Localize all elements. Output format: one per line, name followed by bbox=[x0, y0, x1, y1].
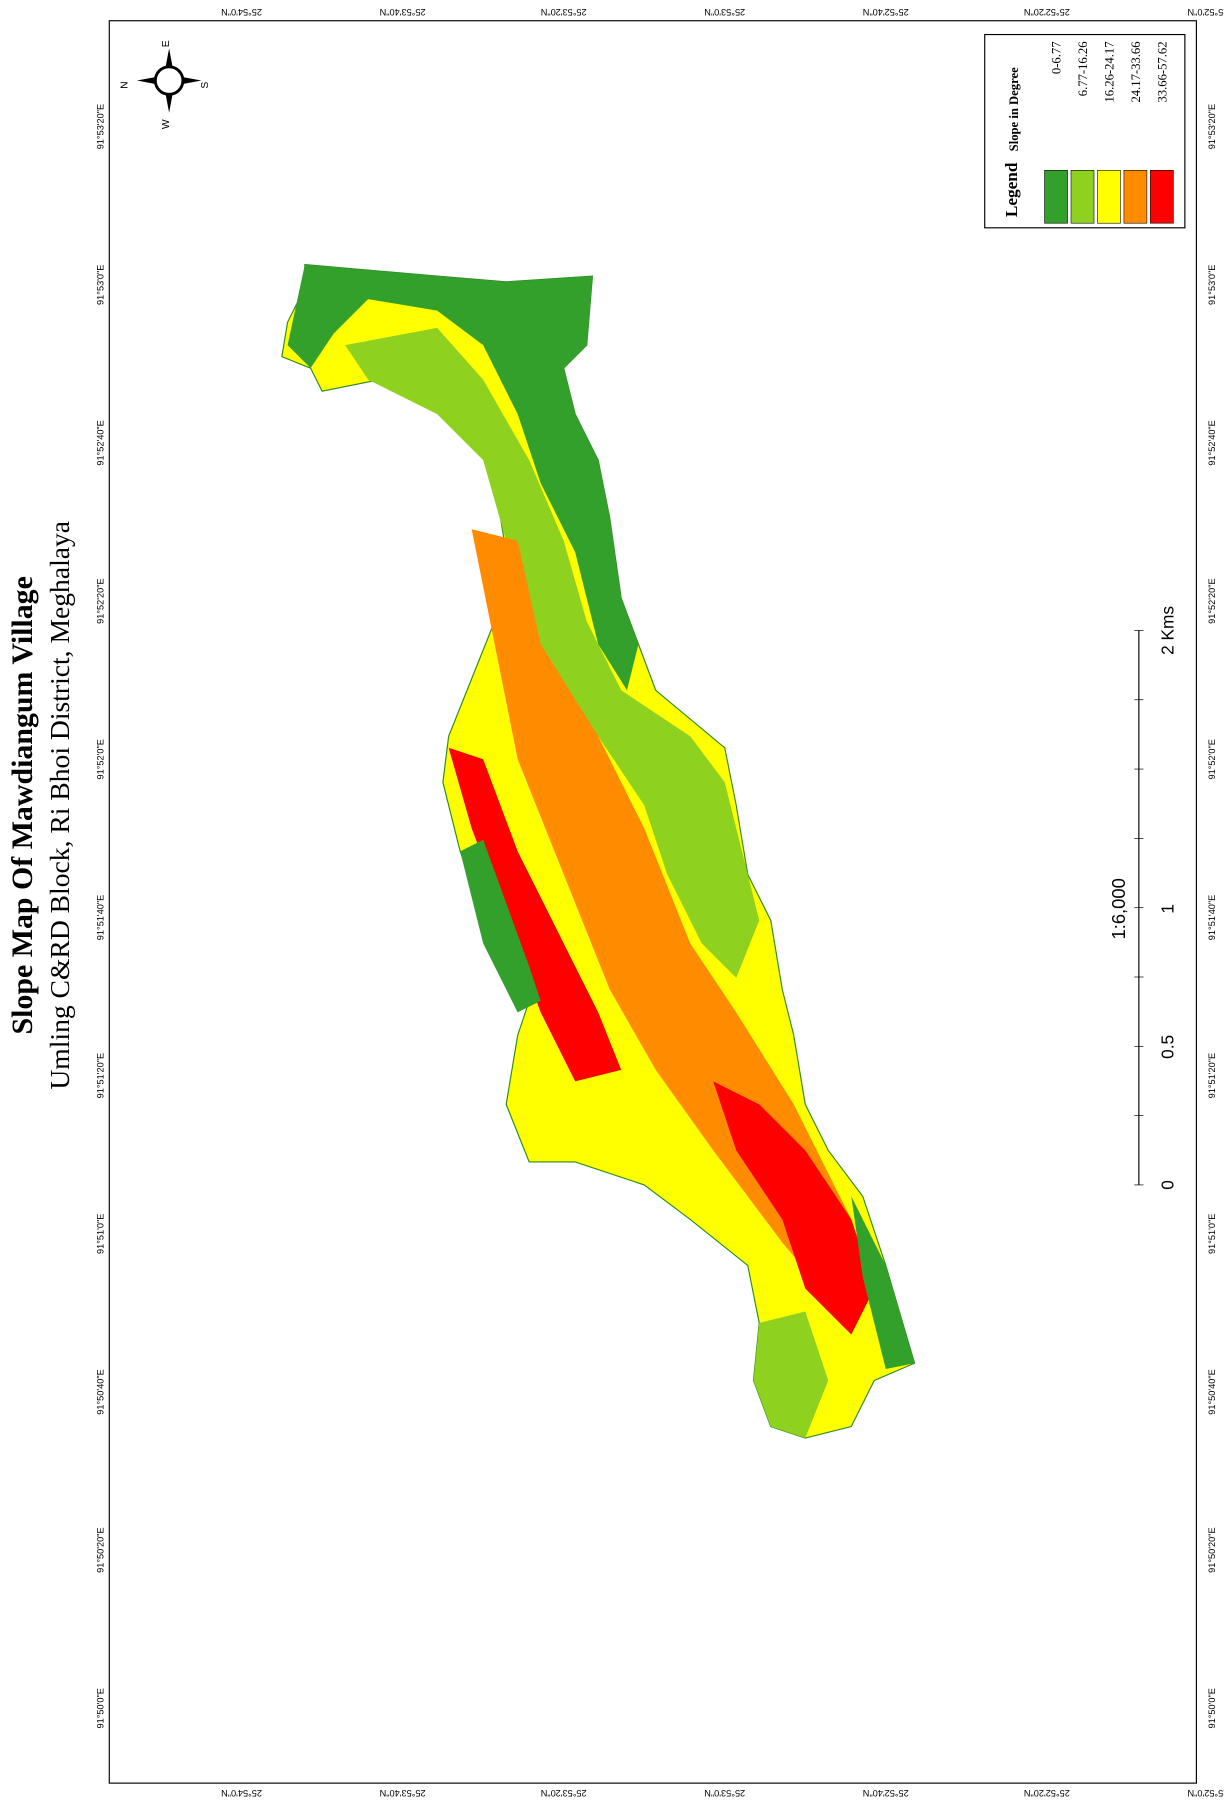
legend-label: 33.66-57.62 bbox=[1155, 41, 1169, 102]
latitude-label: 25°52'20"N bbox=[1024, 1788, 1070, 1798]
slope-patch bbox=[753, 1311, 829, 1439]
legend-swatch bbox=[1097, 170, 1121, 224]
latitude-label: 25°52'0"N bbox=[1187, 1788, 1224, 1798]
latitude-label: 25°52'0"N bbox=[1187, 7, 1224, 17]
slope-patch bbox=[287, 264, 639, 691]
legend-label: 16.26-24.17 bbox=[1103, 41, 1117, 102]
latitude-label: 25°53'0"N bbox=[704, 1788, 745, 1798]
legend-swatch bbox=[1044, 170, 1068, 224]
longitude-label: 91°52'40"E bbox=[1207, 420, 1217, 465]
slope-patch bbox=[851, 1196, 915, 1369]
legend-swatch bbox=[1070, 170, 1095, 224]
longitude-label: 91°51'40"E bbox=[96, 895, 106, 940]
subtitle: Umling C&RD Block, Ri Bhoi District, Meg… bbox=[44, 521, 75, 1090]
scale-label: 1 bbox=[1157, 904, 1177, 914]
slope-patch bbox=[460, 839, 541, 1013]
legend-title: Legend bbox=[1002, 162, 1021, 217]
longitude-label: 91°51'40"E bbox=[1207, 895, 1217, 940]
longitude-label: 91°53'0"E bbox=[96, 265, 106, 305]
slope-patch bbox=[713, 1081, 875, 1335]
latitude-label: 25°53'0"N bbox=[704, 7, 745, 17]
longitude-label: 91°51'0"E bbox=[96, 1214, 106, 1254]
latitude-label: 25°52'40"N bbox=[863, 1788, 909, 1798]
slope-patch bbox=[345, 327, 760, 978]
latitude-label: 25°53'20"N bbox=[541, 1788, 587, 1798]
longitude-label: 91°51'0"E bbox=[1207, 1214, 1217, 1254]
title: Slope Map Of Mawdiangum Village bbox=[6, 576, 39, 1034]
scale-label: 0.5 bbox=[1157, 1035, 1177, 1059]
compass-label: E bbox=[161, 40, 172, 47]
compass-label: W bbox=[161, 119, 172, 129]
compass-label: S bbox=[200, 82, 211, 89]
longitude-label: 91°53'20"E bbox=[96, 104, 106, 149]
longitude-label: 91°51'20"E bbox=[96, 1053, 106, 1098]
legend-heading: Slope in Degree bbox=[1007, 67, 1021, 151]
latitude-label: 25°53'40"N bbox=[380, 7, 426, 17]
latitude-label: 25°54'0"N bbox=[221, 1788, 262, 1798]
slope-patch bbox=[448, 747, 622, 1082]
slope-raster bbox=[281, 263, 916, 1439]
longitude-label: 91°50'20"E bbox=[1207, 1527, 1217, 1572]
longitude-label: 91°50'0"E bbox=[1207, 1688, 1217, 1728]
longitude-label: 91°52'0"E bbox=[96, 739, 106, 779]
latitude-label: 25°54'0"N bbox=[221, 7, 262, 17]
longitude-label: 91°50'40"E bbox=[96, 1369, 106, 1414]
latitude-label: 25°52'20"N bbox=[1024, 7, 1070, 17]
compass-point bbox=[165, 94, 173, 113]
compass-point bbox=[182, 77, 202, 85]
north-arrow: N S E W bbox=[120, 40, 212, 129]
compass-point bbox=[136, 77, 156, 85]
longitude-label: 91°50'0"E bbox=[96, 1688, 106, 1728]
longitude-label: 91°52'20"E bbox=[1207, 578, 1217, 623]
latitude-label: 25°53'40"N bbox=[380, 1788, 426, 1798]
compass-label: N bbox=[120, 81, 131, 88]
legend-swatch bbox=[1150, 170, 1174, 224]
longitude-label: 91°51'20"E bbox=[1207, 1053, 1217, 1098]
scale-ratio: 1:6,000 bbox=[1108, 878, 1129, 939]
longitude-label: 91°52'0"E bbox=[1207, 739, 1217, 779]
scale-label: 0 bbox=[1157, 1180, 1177, 1190]
legend-label: 24.17-33.66 bbox=[1129, 41, 1143, 102]
slope-patch bbox=[471, 529, 875, 1312]
longitude-label: 91°50'20"E bbox=[96, 1527, 106, 1572]
latitude-label: 25°53'20"N bbox=[541, 7, 587, 17]
latitude-label: 25°52'40"N bbox=[863, 7, 909, 17]
longitude-label: 91°53'0"E bbox=[1207, 265, 1217, 305]
compass-ring bbox=[153, 65, 185, 96]
longitude-label: 91°52'40"E bbox=[96, 420, 106, 465]
legend-label: 6.77-16.26 bbox=[1076, 41, 1090, 96]
compass-point bbox=[165, 48, 173, 67]
longitude-label: 91°53'20"E bbox=[1207, 104, 1217, 149]
frame bbox=[108, 20, 1197, 1784]
legend-swatch bbox=[1123, 170, 1148, 224]
legend-label: 0-6.77 bbox=[1050, 41, 1064, 74]
scale-label: 2 Kms bbox=[1157, 606, 1177, 655]
longitude-label: 91°52'20"E bbox=[96, 578, 106, 623]
longitude-label: 91°50'40"E bbox=[1207, 1369, 1217, 1414]
